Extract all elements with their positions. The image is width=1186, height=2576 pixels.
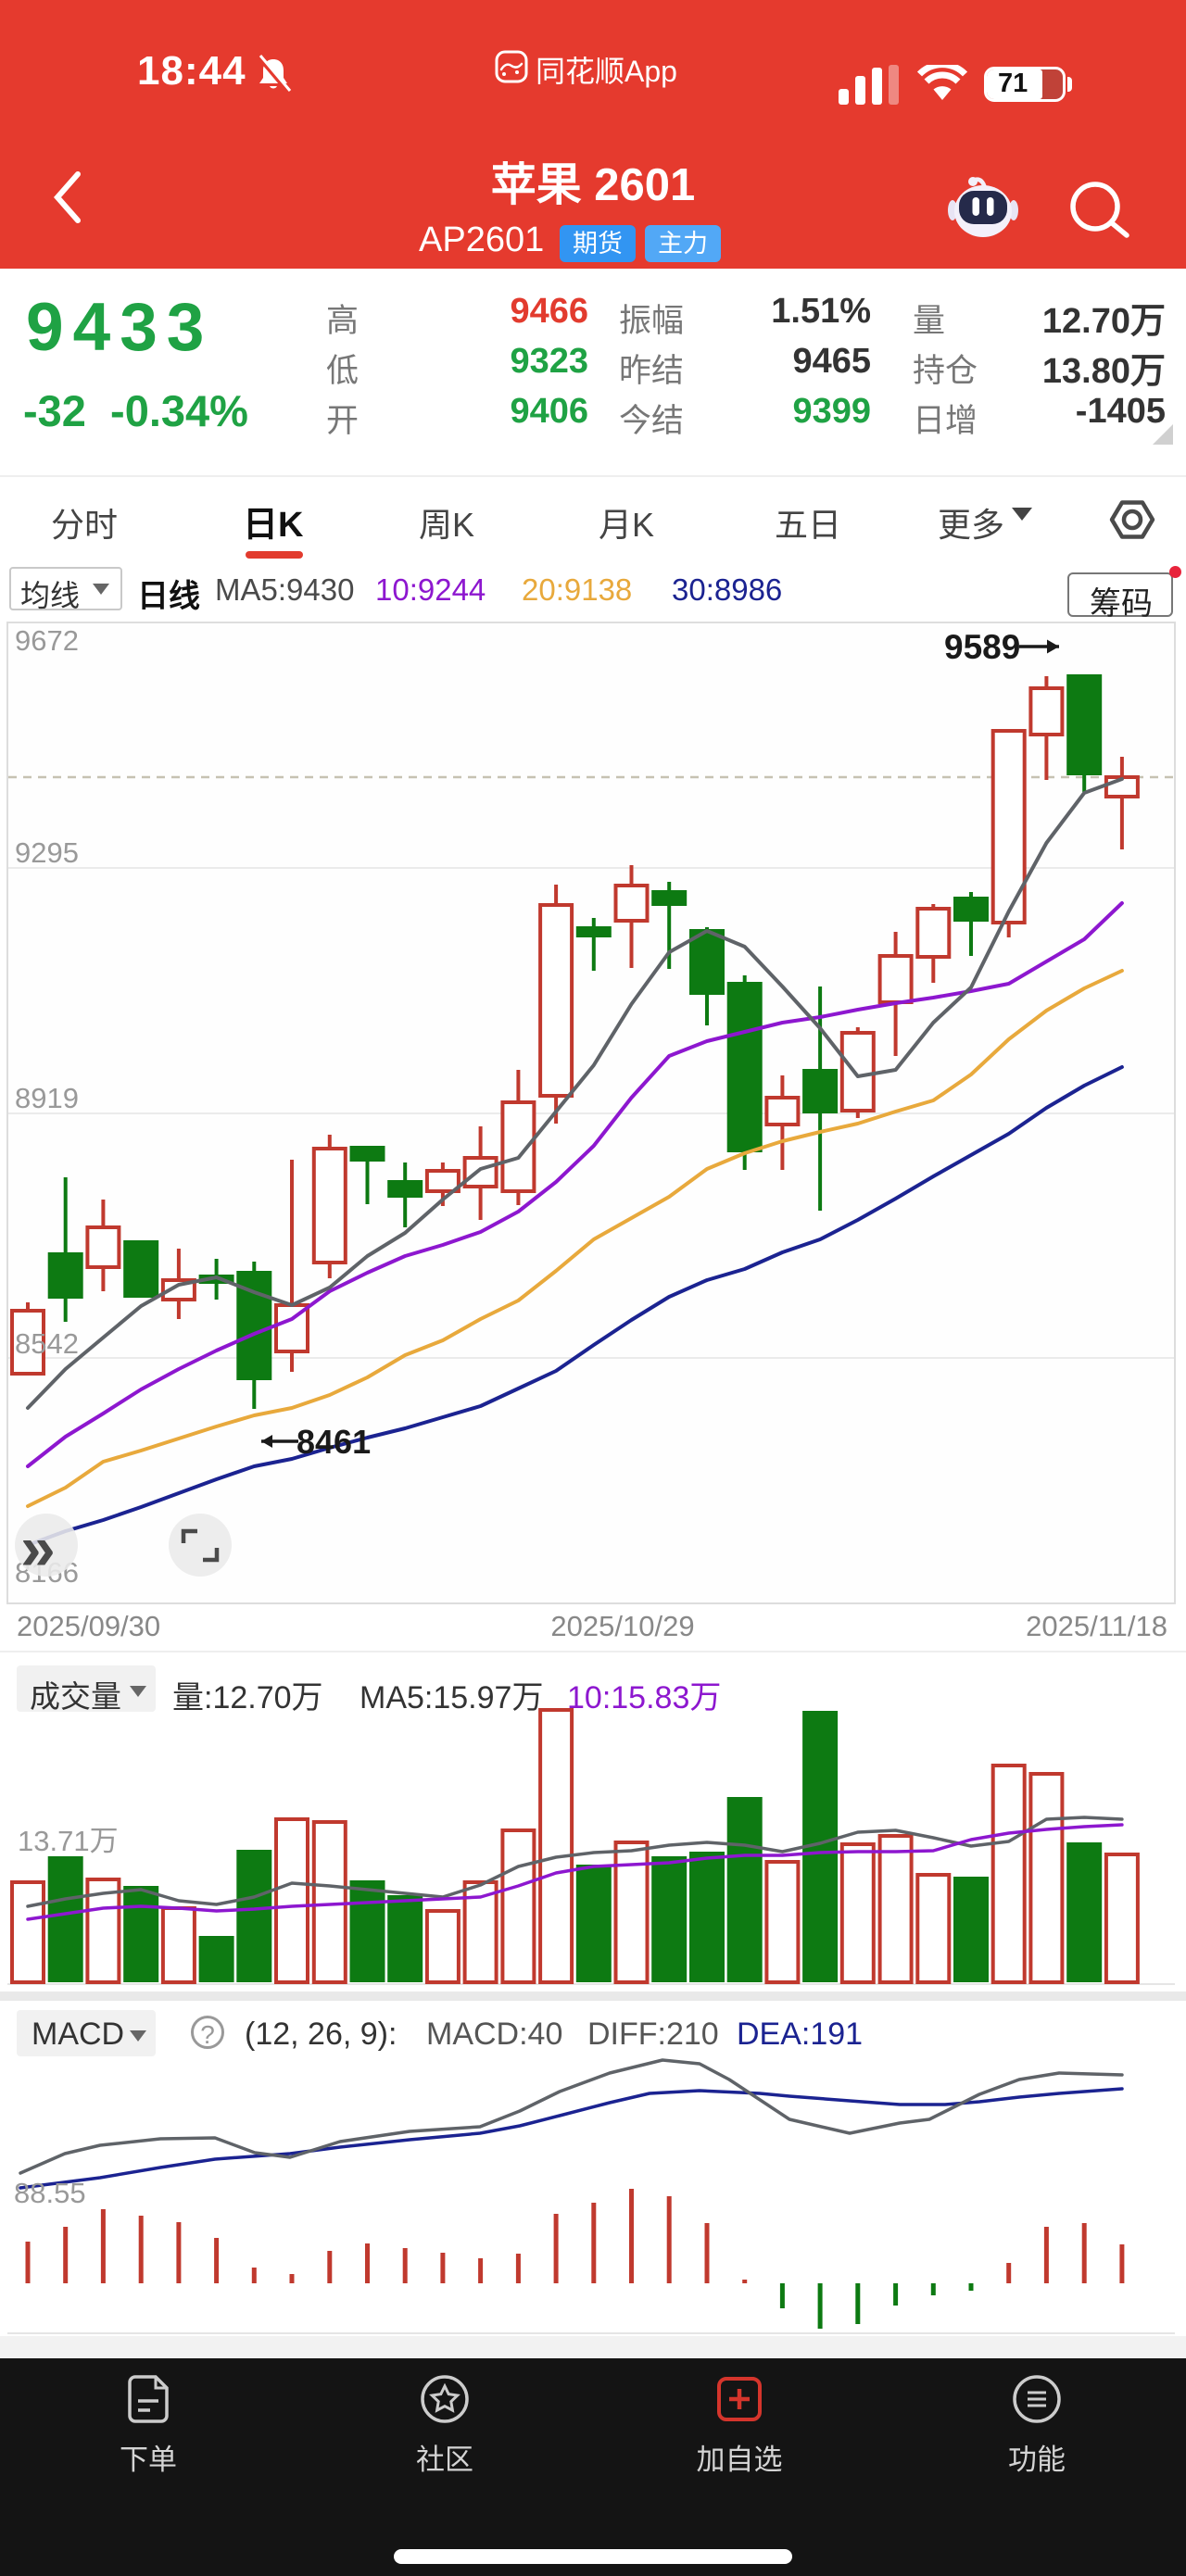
svg-text:13.71万: 13.71万: [18, 1825, 119, 1857]
svg-text:»: »: [20, 1513, 56, 1583]
svg-text:2025/10/29: 2025/10/29: [550, 1610, 694, 1642]
svg-text:8461: 8461: [296, 1423, 371, 1461]
svg-text:8542: 8542: [15, 1327, 79, 1360]
svg-text:2025/09/30: 2025/09/30: [17, 1610, 160, 1642]
svg-text:9672: 9672: [15, 624, 79, 657]
svg-text:88.55: 88.55: [14, 2177, 86, 2209]
svg-text:9295: 9295: [15, 836, 79, 869]
svg-text:8919: 8919: [15, 1082, 79, 1114]
svg-text:2025/11/18: 2025/11/18: [1026, 1610, 1167, 1642]
svg-text:9589: 9589: [944, 628, 1020, 666]
